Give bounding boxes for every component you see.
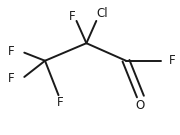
Text: O: O bbox=[136, 99, 145, 112]
Text: F: F bbox=[169, 54, 175, 67]
Text: Cl: Cl bbox=[96, 7, 107, 20]
Text: F: F bbox=[69, 10, 75, 23]
Text: F: F bbox=[57, 96, 64, 109]
Text: F: F bbox=[8, 45, 14, 58]
Text: F: F bbox=[8, 72, 14, 85]
